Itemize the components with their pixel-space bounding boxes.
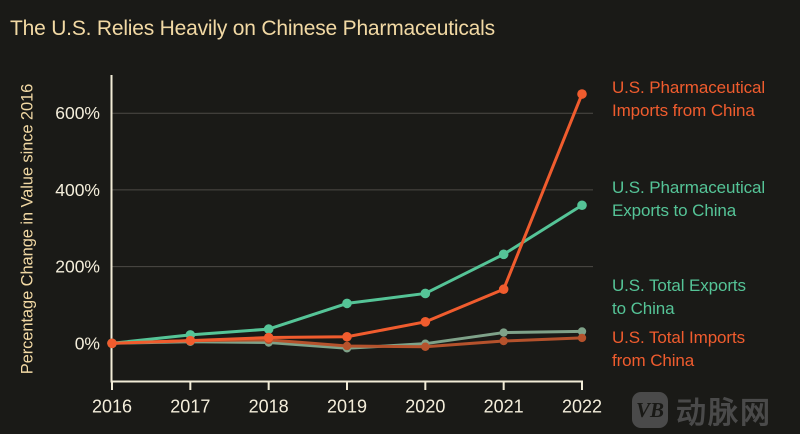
series-point-u-s-total-imports-from-china-2021 [499, 336, 508, 346]
series-point-u-s-total-exports-to-china-2022 [577, 327, 587, 336]
vb-logo-text: VB [635, 397, 664, 422]
series-point-u-s-pharmaceutical-exports-to-china-2018 [263, 324, 274, 334]
watermark: VB 动脉网 [632, 388, 772, 432]
legend-item-line: U.S. Total Exports [612, 276, 746, 295]
series-point-u-s-pharmaceutical-exports-to-china-2022 [577, 200, 587, 211]
series-point-u-s-pharmaceutical-imports-from-china-2022 [577, 89, 587, 99]
series-point-u-s-pharmaceutical-imports-from-china-2019 [342, 331, 352, 342]
legend-item-line: to China [612, 299, 675, 318]
x-tick-label-2020: 2020 [405, 397, 445, 417]
series-point-u-s-pharmaceutical-imports-from-china-2016 [107, 338, 117, 349]
legend-item-line: U.S. Total Imports [612, 328, 745, 347]
series-point-u-s-total-imports-from-china-2019 [342, 341, 352, 351]
chart-title: The U.S. Relies Heavily on Chinese Pharm… [10, 17, 495, 40]
series-point-u-s-pharmaceutical-imports-from-china-2017 [185, 335, 196, 346]
series-point-u-s-pharmaceutical-exports-to-china-2020 [420, 288, 431, 299]
x-tick-label-2021: 2021 [484, 397, 524, 417]
legend-item-line: U.S. Pharmaceutical [612, 178, 766, 197]
vb-logo-icon: VB [632, 392, 668, 428]
x-tick-label-2022: 2022 [562, 397, 602, 417]
series-line-u-s-pharmaceutical-exports-to-china [111, 203, 583, 345]
legend-item-line: U.S. Pharmaceutical [612, 78, 766, 97]
y-tick-label-600: 600% [55, 103, 100, 123]
series-point-u-s-pharmaceutical-imports-from-china-2020 [420, 317, 431, 327]
legend-item-pharma-exports: U.S. Pharmaceutical Exports to China [612, 176, 800, 222]
series-point-u-s-pharmaceutical-exports-to-china-2019 [342, 298, 352, 309]
series-point-u-s-pharmaceutical-imports-from-china-2021 [498, 284, 509, 295]
x-tick-label-2016: 2016 [92, 397, 132, 417]
series-point-u-s-pharmaceutical-imports-from-china-2018 [263, 332, 274, 343]
y-tick-label-0: 0% [75, 333, 100, 353]
series-point-u-s-total-exports-to-china-2021 [499, 328, 508, 337]
series-point-u-s-pharmaceutical-exports-to-china-2021 [498, 249, 509, 260]
legend-item-total-imports: U.S. Total Imports from China [612, 326, 800, 372]
legend-item-total-exports: U.S. Total Exports to China [612, 274, 800, 320]
legend-item-line: from China [612, 351, 695, 370]
watermark-brand-text: 动脉网 [676, 396, 772, 431]
x-tick-label-2018: 2018 [249, 397, 289, 417]
x-tick-label-2019: 2019 [327, 397, 367, 417]
series-point-u-s-total-imports-from-china-2022 [577, 333, 587, 343]
legend-item-line: Imports from China [612, 101, 755, 120]
series-point-u-s-total-imports-from-china-2020 [421, 342, 430, 351]
y-tick-label-400: 400% [55, 180, 100, 200]
legend-item-pharma-imports: U.S. Pharmaceutical Imports from China [612, 76, 800, 122]
legend-item-line: Exports to China [612, 201, 737, 220]
x-tick-label-2017: 2017 [170, 397, 210, 417]
y-tick-label-200: 200% [55, 257, 100, 277]
